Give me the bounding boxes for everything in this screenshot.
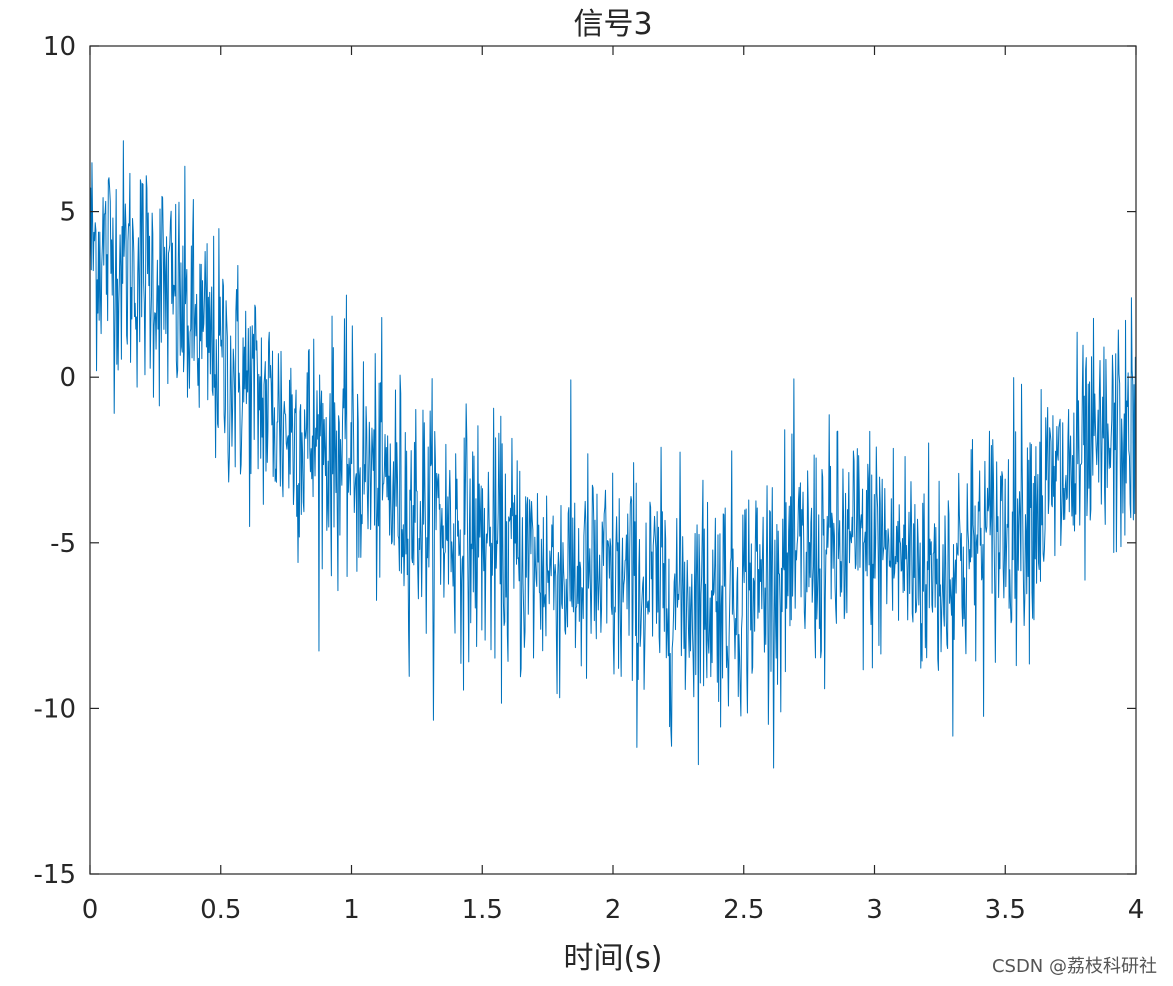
x-tick-label: 3.5 — [985, 895, 1026, 925]
y-tick-label: -10 — [34, 694, 76, 724]
x-axis-title: 时间(s) — [563, 941, 662, 976]
y-tick-label: -15 — [34, 860, 76, 890]
x-tick-label: 1 — [343, 895, 360, 925]
signal-line — [89, 140, 1137, 769]
x-tick-label: 4 — [1128, 895, 1145, 925]
chart-title: 信号3 — [573, 7, 652, 42]
x-tick-label: 0.5 — [200, 895, 241, 925]
plot-area — [90, 46, 1136, 874]
y-tick-label: 5 — [59, 198, 76, 228]
x-tick-label: 2.5 — [723, 895, 764, 925]
x-tick-label: 2 — [605, 895, 622, 925]
x-tick-label: 1.5 — [462, 895, 503, 925]
ticks-layer: 0 0.5 1 1.5 2 2.5 3 3.5 4 10 5 0 -5 -10 -15 — [34, 32, 1145, 925]
y-tick-label: 0 — [59, 363, 76, 393]
y-tick-label: 10 — [43, 32, 76, 62]
x-tick-label: 3 — [866, 895, 883, 925]
y-tick-label: -5 — [50, 529, 76, 559]
watermark: CSDN @荔枝科研社 — [991, 956, 1157, 977]
series-layer — [89, 140, 1137, 769]
x-tick-label: 0 — [82, 895, 99, 925]
